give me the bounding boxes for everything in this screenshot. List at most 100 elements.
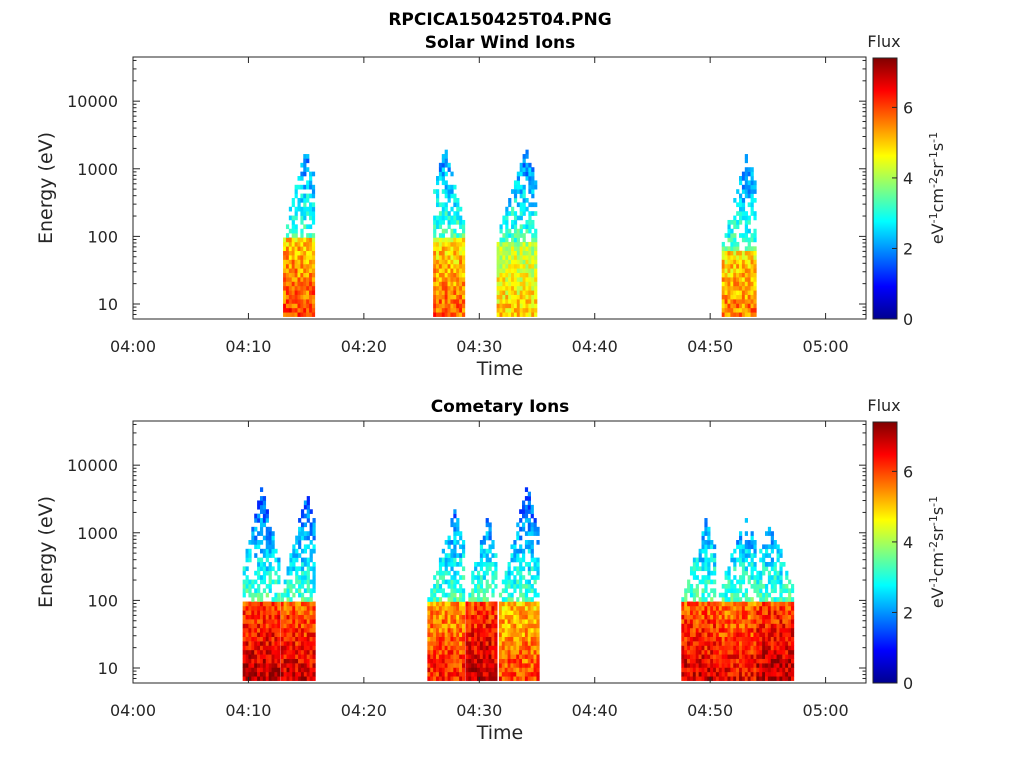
- spectrogram-cell: [779, 667, 783, 673]
- spectrogram-cell: [776, 605, 780, 611]
- spectrogram-cell: [531, 277, 535, 282]
- spectrogram-cell: [508, 246, 512, 252]
- spectrogram-cell: [762, 623, 766, 629]
- spectrogram-cell: [767, 614, 772, 620]
- spectrogram-cell: [468, 636, 472, 642]
- spectrogram-cell: [707, 671, 711, 677]
- spectrogram-cell: [727, 272, 731, 278]
- spectrogram-cell: [277, 597, 281, 602]
- spectrogram-cell: [482, 614, 486, 620]
- spectrogram-cell: [522, 575, 526, 580]
- spectrogram-cell: [724, 246, 728, 252]
- spectrogram-cell: [498, 636, 503, 642]
- spectrogram-cell: [300, 658, 305, 664]
- spectrogram-cell: [713, 641, 717, 646]
- spectrogram-cell: [271, 641, 275, 646]
- spectrogram-cell: [773, 623, 777, 629]
- spectrogram-cell: [747, 553, 751, 558]
- spectrogram-cell: [453, 250, 457, 256]
- spectrogram-cell: [488, 557, 492, 563]
- spectrogram-cell: [311, 250, 316, 256]
- spectrogram-cell: [295, 627, 299, 633]
- spectrogram-cell: [309, 588, 313, 594]
- spectrogram-cell: [788, 667, 792, 673]
- spectrogram-cell: [456, 667, 460, 673]
- spectrogram-cell: [501, 636, 505, 642]
- spectrogram-cell: [534, 202, 538, 208]
- spectrogram-cell: [292, 619, 296, 624]
- spectrogram-cell: [306, 255, 310, 260]
- spectrogram-cell: [744, 663, 748, 668]
- spectrogram-cell: [733, 219, 737, 225]
- spectrogram-cell: [309, 522, 313, 528]
- spectrogram-cell: [295, 649, 299, 655]
- spectrogram-cell: [496, 259, 500, 265]
- spectrogram-cell: [739, 632, 743, 637]
- spectrogram-cell: [436, 241, 440, 247]
- spectrogram-cell: [280, 592, 284, 598]
- spectrogram-cell: [306, 535, 310, 541]
- x-tick-label: 04:10: [225, 701, 271, 720]
- spectrogram-cell: [294, 228, 298, 234]
- spectrogram-cell: [248, 601, 252, 607]
- spectrogram-cell: [285, 255, 290, 260]
- spectrogram-cell: [522, 268, 526, 273]
- spectrogram-cell: [762, 544, 766, 550]
- spectrogram-cell: [444, 671, 448, 677]
- spectrogram-cell: [494, 570, 498, 576]
- spectrogram-cell: [283, 645, 287, 651]
- spectrogram-cell: [311, 233, 316, 238]
- spectrogram-cell: [519, 658, 523, 664]
- spectrogram-cell: [522, 272, 526, 278]
- spectrogram-cell: [274, 671, 278, 677]
- spectrogram-cell: [527, 570, 531, 576]
- spectrogram-cell: [248, 619, 252, 624]
- spectrogram-cell: [303, 579, 308, 585]
- spectrogram-cell: [713, 671, 717, 677]
- spectrogram-cell: [513, 228, 518, 234]
- spectrogram-cell: [248, 671, 252, 677]
- spectrogram-cell: [438, 654, 443, 659]
- spectrogram-cell: [433, 671, 437, 677]
- plot-frame: [132, 420, 867, 684]
- spectrogram-cell: [715, 658, 720, 664]
- spectrogram-cell: [727, 255, 731, 260]
- spectrogram-cell: [759, 645, 763, 651]
- spectrogram-cell: [471, 610, 475, 616]
- spectrogram-cell: [527, 619, 531, 624]
- spectrogram-cell: [724, 610, 728, 616]
- spectrogram-cell: [689, 588, 694, 594]
- spectrogram-cell: [309, 649, 313, 655]
- spectrogram-cell: [289, 583, 293, 589]
- spectrogram-cell: [441, 605, 445, 611]
- spectrogram-cell: [433, 250, 437, 256]
- spectrogram-cell: [453, 307, 457, 313]
- spectrogram-cell: [721, 281, 725, 287]
- spectrogram-cell: [441, 307, 445, 313]
- spectrogram-cell: [285, 285, 290, 291]
- spectrogram-cell: [507, 579, 511, 585]
- spectrogram-cell: [245, 671, 249, 677]
- spectrogram-cell: [733, 654, 737, 659]
- spectrogram-cell: [433, 268, 437, 273]
- spectrogram-cell: [753, 566, 757, 572]
- spectrogram-cell: [522, 162, 526, 168]
- spectrogram-cell: [733, 285, 737, 291]
- spectrogram-cell: [730, 285, 734, 291]
- spectrogram-cell: [739, 197, 743, 203]
- spectrogram-cell: [433, 312, 437, 317]
- spectrogram-cell: [268, 663, 272, 668]
- spectrogram-cell: [534, 272, 538, 278]
- spectrogram-cell: [242, 671, 246, 677]
- spectrogram-cell: [300, 513, 305, 519]
- spectrogram-cell: [524, 601, 529, 607]
- spectrogram-cell: [286, 676, 290, 681]
- spectrogram-cell: [461, 641, 466, 646]
- spectrogram-cell: [747, 171, 751, 177]
- spectrogram-cell: [536, 566, 540, 572]
- spectrogram-cell: [265, 605, 269, 611]
- spectrogram-cell: [788, 592, 792, 598]
- spectrogram-cell: [441, 162, 445, 168]
- spectrogram-cell: [713, 667, 717, 673]
- spectrogram-cell: [531, 211, 535, 216]
